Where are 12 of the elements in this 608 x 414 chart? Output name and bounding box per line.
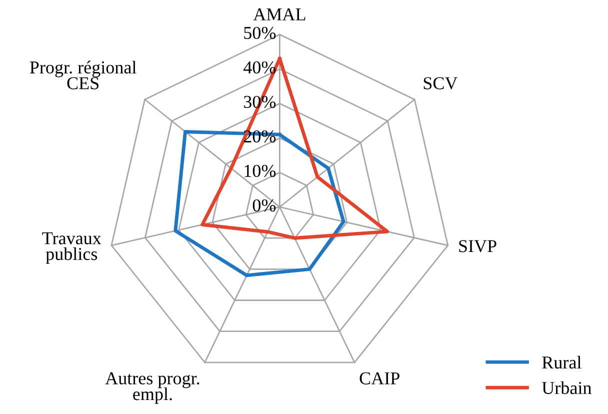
spoke-label: AMAL xyxy=(253,8,306,20)
y-tick-label: 10% xyxy=(244,164,276,178)
legend-label: Urbain xyxy=(542,381,592,394)
spoke-label: Autres progr. empl. xyxy=(105,372,200,404)
spoke-label: SIVP xyxy=(459,240,496,252)
spoke-label: CAIP xyxy=(360,372,400,384)
y-tick-label: 0% xyxy=(252,199,276,212)
spoke-label: Travaux publics xyxy=(42,232,102,264)
y-tick-label: 50% xyxy=(244,26,276,40)
spoke-label: Progr. régional CES xyxy=(30,60,136,90)
legend-label: Rural xyxy=(542,356,582,369)
spoke-label: SCV xyxy=(424,77,458,90)
